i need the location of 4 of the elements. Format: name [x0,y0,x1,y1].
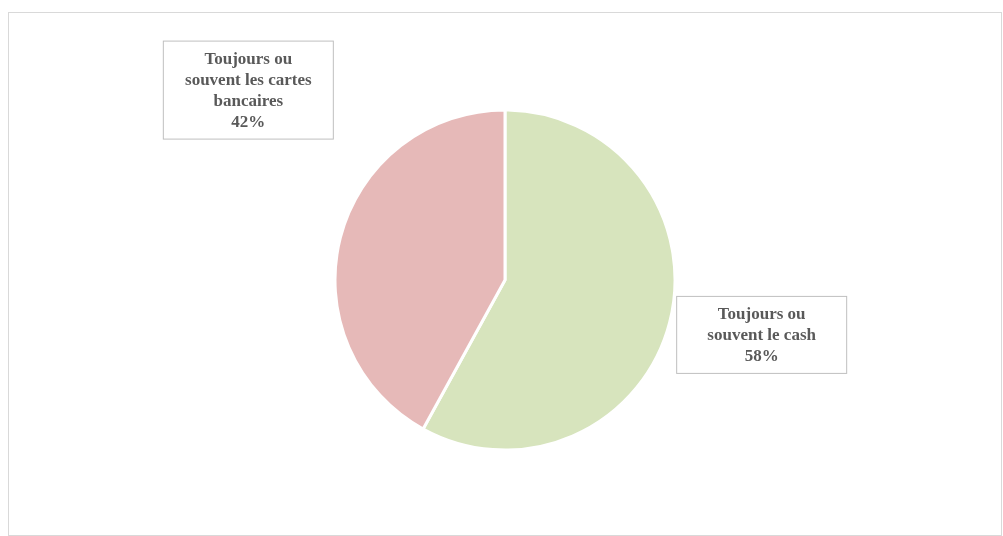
slice-label: Toujours ou souvent les cartes bancaires [185,49,312,111]
data-label: 42% [231,112,266,132]
data-label: 58% [744,346,779,366]
slice-label: Toujours ou souvent le cash [707,304,817,345]
